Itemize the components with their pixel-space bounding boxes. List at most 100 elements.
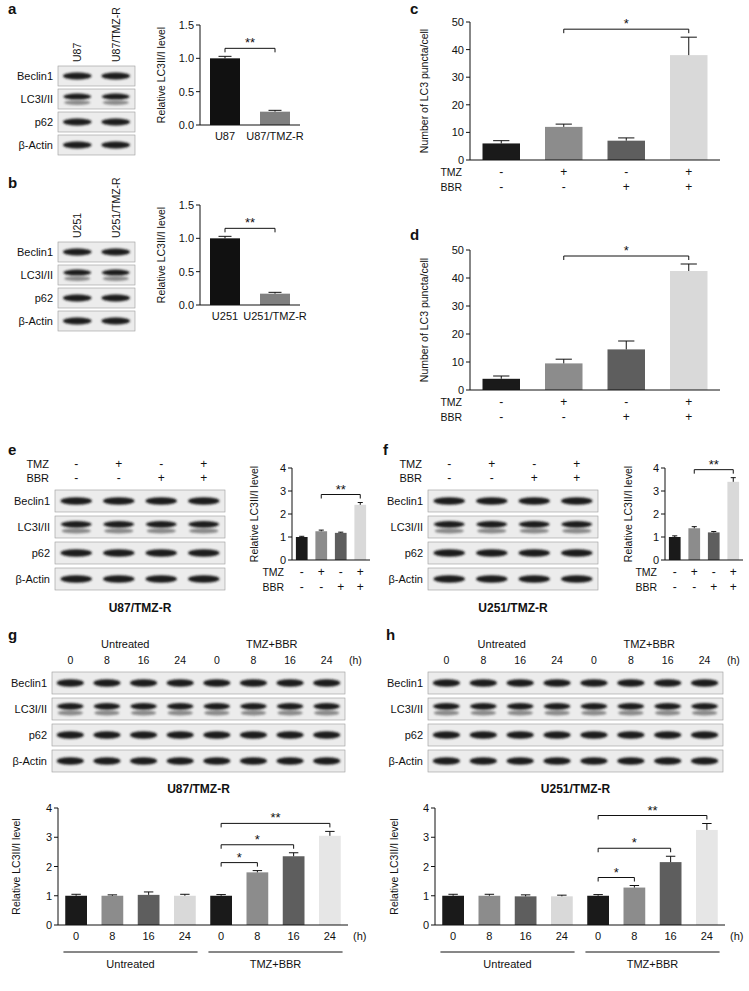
blot-strip bbox=[55, 542, 225, 564]
y-tick-label: 4 bbox=[653, 462, 659, 474]
protein-label: Beclin1 bbox=[17, 70, 53, 82]
error-cap bbox=[269, 110, 282, 111]
band bbox=[102, 142, 130, 149]
panel-label: a bbox=[8, 0, 17, 17]
protein-label: Beclin1 bbox=[387, 677, 423, 689]
band bbox=[103, 521, 134, 528]
bar bbox=[708, 532, 720, 560]
error-cap bbox=[448, 894, 457, 895]
error-line bbox=[293, 853, 294, 857]
error-bar bbox=[108, 894, 117, 896]
condition-value: - bbox=[624, 395, 628, 409]
band bbox=[188, 497, 219, 504]
protein-label: β-Actin bbox=[13, 755, 47, 767]
blot: TMZ-+-+BBR--++Beclin1LC3I/IIp62β-ActinU8… bbox=[14, 457, 225, 615]
error-line bbox=[626, 341, 627, 349]
bar bbox=[210, 896, 232, 925]
protein-label: LC3I/II bbox=[15, 703, 47, 715]
bar bbox=[260, 294, 290, 305]
error-cap bbox=[269, 292, 282, 293]
y-tick-label: 1 bbox=[46, 890, 52, 902]
blot-strip bbox=[58, 288, 135, 308]
error-cap bbox=[711, 531, 716, 532]
y-tick bbox=[54, 895, 58, 896]
band bbox=[618, 703, 645, 710]
condition-value: - bbox=[712, 565, 716, 579]
condition-value: + bbox=[691, 565, 698, 579]
y-axis-label: Relative LC3II/I level bbox=[388, 818, 400, 914]
band bbox=[476, 521, 507, 528]
significance-label: ** bbox=[709, 457, 719, 472]
condition-value: - bbox=[692, 580, 696, 594]
marks bbox=[483, 264, 708, 390]
y-tick bbox=[431, 925, 435, 926]
error-bar bbox=[269, 110, 282, 111]
error-bar bbox=[593, 895, 602, 896]
significance-label: ** bbox=[245, 215, 255, 230]
y-tick bbox=[466, 250, 470, 251]
protein-label: LC3I/II bbox=[21, 93, 53, 105]
y-tick-label: 20 bbox=[452, 99, 464, 111]
x-tick-label: 16 bbox=[665, 930, 677, 942]
band bbox=[93, 757, 120, 764]
band bbox=[561, 549, 592, 556]
marks bbox=[65, 831, 341, 925]
condition-value: + bbox=[488, 457, 495, 471]
error-cap bbox=[71, 894, 80, 895]
protein-label: p62 bbox=[405, 547, 423, 559]
group-label: Untreated bbox=[106, 958, 154, 970]
condition-value: - bbox=[74, 471, 78, 485]
condition-value: + bbox=[623, 410, 630, 424]
bar bbox=[670, 271, 708, 390]
blot-strip bbox=[52, 698, 345, 720]
chart: 0.00.51.01.5Relative LC3II/I levelU251U2… bbox=[155, 199, 307, 322]
condition-value: - bbox=[562, 180, 566, 194]
band bbox=[313, 679, 340, 686]
error-line bbox=[670, 856, 671, 862]
protein-label: Beclin1 bbox=[14, 495, 50, 507]
panel-label: d bbox=[410, 226, 419, 243]
y-tick bbox=[196, 271, 200, 272]
band bbox=[434, 575, 465, 582]
condition-value: + bbox=[115, 457, 122, 471]
band bbox=[543, 731, 570, 738]
x-tick-label: U251/TMZ-R bbox=[243, 310, 307, 322]
condition-value: + bbox=[573, 471, 580, 485]
band bbox=[203, 731, 230, 738]
band bbox=[63, 318, 91, 325]
y-tick bbox=[196, 25, 200, 26]
band bbox=[654, 703, 681, 710]
band bbox=[434, 497, 465, 504]
band bbox=[167, 679, 194, 686]
band bbox=[692, 710, 717, 715]
band bbox=[691, 703, 718, 710]
bar bbox=[545, 127, 583, 160]
error-bar bbox=[448, 894, 457, 895]
bar bbox=[260, 112, 290, 125]
y-tick-label: 0.5 bbox=[179, 266, 194, 278]
blot-strip bbox=[428, 672, 723, 694]
chart: 01020304050Number of LC3 puncta/cellTMZ-… bbox=[418, 243, 720, 424]
blot-strip bbox=[428, 724, 723, 746]
error-bar bbox=[325, 831, 334, 835]
band bbox=[433, 731, 460, 738]
y-tick bbox=[431, 866, 435, 867]
band bbox=[103, 100, 129, 105]
band bbox=[543, 679, 570, 686]
marks bbox=[210, 56, 290, 125]
y-tick bbox=[196, 305, 200, 306]
error-cap bbox=[521, 894, 530, 895]
y-tick bbox=[661, 468, 665, 469]
group-line bbox=[63, 952, 197, 953]
error-cap bbox=[557, 895, 566, 896]
x-tick-label: 8 bbox=[486, 930, 492, 942]
condition-value: - bbox=[319, 580, 323, 594]
y-tick bbox=[466, 49, 470, 50]
condition-value: - bbox=[490, 471, 494, 485]
condition-value: + bbox=[685, 180, 692, 194]
y-axis bbox=[200, 205, 201, 305]
x-tick-label: 0 bbox=[73, 930, 79, 942]
error-line bbox=[688, 264, 689, 271]
chart: 01234Relative LC3II/I levelTMZ-+-+BBR--+… bbox=[622, 457, 743, 594]
band bbox=[102, 119, 130, 126]
